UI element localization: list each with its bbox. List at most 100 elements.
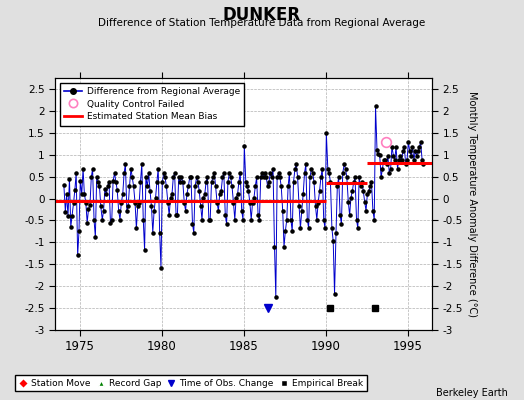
Point	[98, 216, 106, 223]
Point	[390, 157, 399, 163]
Point	[255, 216, 264, 223]
Point	[244, 188, 253, 194]
Point	[161, 174, 169, 181]
Point	[94, 179, 102, 185]
Point	[96, 203, 105, 210]
Text: Berkeley Earth: Berkeley Earth	[436, 388, 508, 398]
Point	[208, 179, 216, 185]
Point	[113, 186, 122, 193]
Text: DUNKER: DUNKER	[223, 6, 301, 24]
Point	[127, 166, 135, 172]
Point	[123, 208, 131, 214]
Point	[356, 183, 365, 190]
Point	[318, 166, 326, 172]
Point	[80, 191, 89, 197]
Point	[291, 166, 299, 172]
Point	[203, 174, 212, 181]
Point	[384, 152, 392, 159]
Point	[276, 174, 284, 181]
Point	[220, 170, 228, 176]
Point	[270, 244, 279, 250]
Point	[310, 179, 318, 185]
Point	[172, 212, 180, 218]
Point	[253, 174, 261, 181]
Point	[379, 157, 388, 163]
Point	[324, 166, 332, 172]
Point	[378, 166, 387, 172]
Point	[79, 166, 88, 172]
Point	[302, 161, 310, 168]
Point	[359, 188, 367, 194]
Text: Difference of Station Temperature Data from Regional Average: Difference of Station Temperature Data f…	[99, 18, 425, 28]
Point	[219, 174, 227, 181]
Point	[285, 170, 293, 176]
Point	[154, 166, 162, 172]
Point	[275, 170, 283, 176]
Point	[268, 174, 276, 181]
Point	[132, 225, 140, 232]
Point	[410, 157, 418, 163]
Point	[258, 170, 266, 176]
Point	[185, 174, 194, 181]
Point	[266, 170, 275, 176]
Point	[311, 203, 320, 210]
Point	[411, 148, 419, 154]
Point	[376, 152, 384, 158]
Point	[139, 216, 147, 223]
Point	[242, 179, 250, 185]
Point	[363, 191, 372, 197]
Point	[199, 194, 208, 201]
Point	[225, 170, 234, 176]
Point	[341, 166, 350, 172]
Point	[396, 152, 405, 159]
Point	[83, 220, 91, 226]
Point	[337, 221, 346, 227]
Point	[394, 166, 402, 172]
Point	[237, 208, 246, 214]
Point	[107, 216, 116, 223]
Point	[419, 161, 428, 168]
Point	[93, 174, 101, 180]
Point	[128, 174, 136, 181]
Point	[415, 144, 423, 150]
Point	[365, 188, 373, 194]
Point	[385, 170, 394, 176]
Point	[100, 208, 108, 214]
Point	[87, 174, 95, 181]
Point	[224, 179, 232, 185]
Point	[373, 147, 381, 154]
Point	[262, 174, 270, 181]
Point	[169, 174, 178, 181]
Point	[414, 148, 422, 154]
Point	[273, 174, 281, 181]
Point	[195, 188, 203, 194]
Point	[395, 157, 403, 163]
Point	[196, 203, 205, 210]
Point	[299, 191, 308, 197]
Point	[407, 152, 416, 159]
Point	[109, 178, 117, 184]
Point	[121, 161, 129, 168]
Point	[177, 174, 185, 181]
Point	[201, 191, 209, 197]
Point	[118, 191, 127, 197]
Point	[260, 170, 269, 176]
Legend: Difference from Regional Average, Quality Control Failed, Estimated Station Mean: Difference from Regional Average, Qualit…	[60, 82, 244, 126]
Point	[64, 213, 72, 219]
Point	[367, 179, 376, 185]
Point	[71, 186, 79, 193]
Point	[362, 208, 370, 214]
Point	[82, 200, 90, 206]
Point	[75, 228, 83, 234]
Point	[392, 144, 400, 150]
Point	[72, 170, 80, 176]
Point	[170, 170, 179, 176]
Point	[217, 188, 225, 194]
Point	[400, 144, 408, 150]
Point	[174, 174, 183, 181]
Point	[141, 174, 150, 181]
Point	[352, 216, 361, 223]
Point	[328, 225, 336, 232]
Point	[187, 174, 195, 181]
Point	[213, 200, 221, 206]
